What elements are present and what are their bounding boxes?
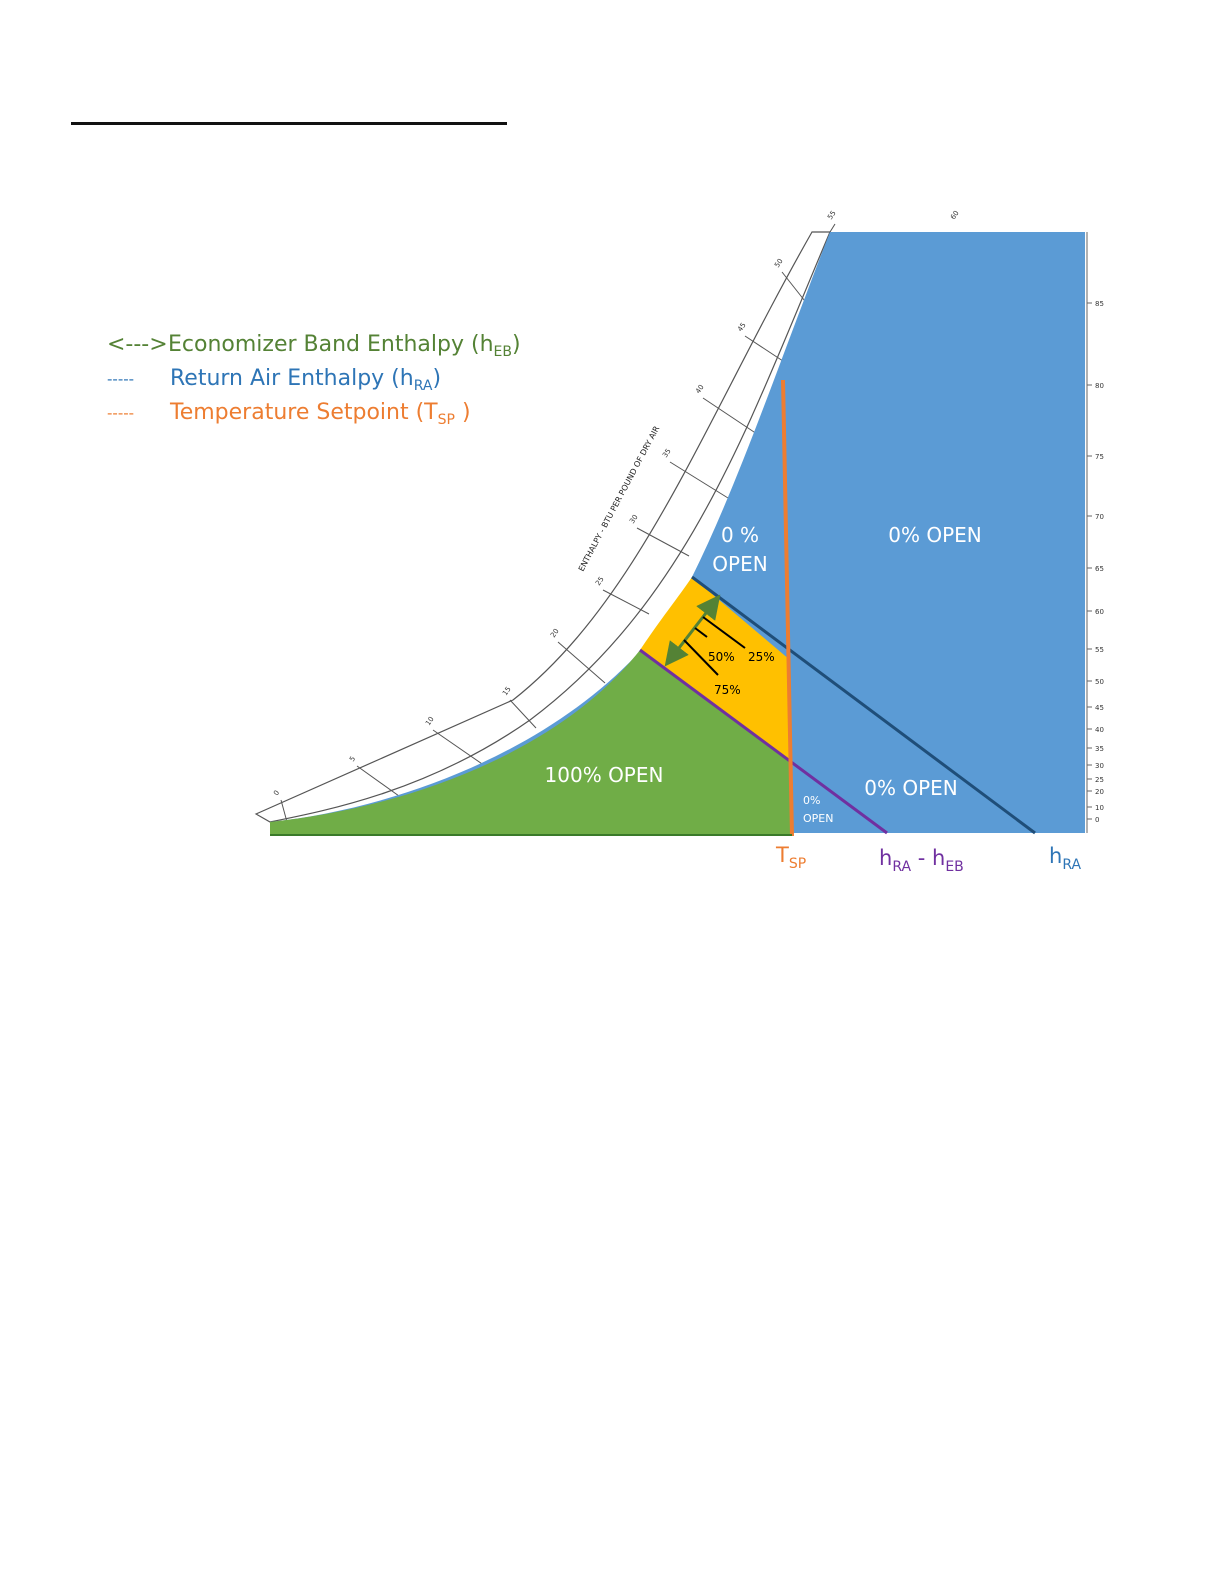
enthalpy-tick-label: 60 <box>949 209 961 221</box>
enthalpy-tick-label: 30 <box>628 513 640 525</box>
green-region-label: 100% OPEN <box>545 763 664 787</box>
right-axis-tick-label: 70 <box>1095 513 1104 521</box>
right-axis-tick-label: 65 <box>1095 565 1104 573</box>
enthalpy-grid-line <box>557 641 606 684</box>
enthalpy-grid-line <box>602 589 650 615</box>
enthalpy-grid-line <box>280 799 288 823</box>
legend-marker: <---> <box>107 332 168 357</box>
enthalpy-tick-label: 35 <box>661 447 673 459</box>
economizer-band-arrow <box>664 594 721 667</box>
right-axis-tick-label: 40 <box>1095 726 1104 734</box>
top-rule <box>71 122 507 125</box>
enthalpy-tick-label: 0 <box>272 789 281 797</box>
enthalpy-tick-label: 40 <box>694 383 706 395</box>
hra-minus-heb-label: hRA - hEB <box>879 846 964 875</box>
percent-line-25 <box>702 616 746 649</box>
right-axis-tick-label: 10 <box>1095 804 1104 812</box>
enthalpy-grid-line <box>509 699 537 729</box>
blue-region <box>270 232 1085 833</box>
enthalpy-grid-line <box>669 461 729 499</box>
band-label-25: 25% <box>748 650 775 664</box>
enthalpy-grid-line <box>702 397 761 437</box>
enthalpy-tick-label: 45 <box>736 321 748 333</box>
enthalpy-grid-line <box>636 527 690 557</box>
scale-band-outline <box>254 231 831 823</box>
right-axis-tick-label: 25 <box>1095 776 1104 784</box>
legend-marker: ----- <box>107 370 135 388</box>
right-axis-tick-label: 75 <box>1095 453 1104 461</box>
enthalpy-tick-label: 5 <box>348 755 357 763</box>
right-axis-tick-label: 45 <box>1095 704 1104 712</box>
enthalpy-tick-label: 20 <box>549 627 561 639</box>
hra-label: hRA <box>1049 844 1081 873</box>
blue-upper-left-label-line1: 0 % <box>721 523 759 547</box>
enthalpy-tick-label: 55 <box>826 209 838 221</box>
enthalpy-scale-band: 0 5 10 15 20 25 30 35 40 45 50 55 60 <box>254 209 961 823</box>
band-label-50: 50% <box>708 650 735 664</box>
right-axis-tick-label: 60 <box>1095 608 1104 616</box>
right-axis-tick-label: 35 <box>1095 745 1104 753</box>
blue-upper-left-label-line2: OPEN <box>712 552 767 576</box>
right-axis-tick-label: 0 <box>1095 816 1099 824</box>
right-axis-tick-label: 30 <box>1095 762 1104 770</box>
enthalpy-tick-label: 25 <box>594 575 606 587</box>
blue-small-label-line2: OPEN <box>803 812 833 825</box>
right-axis-tick-label: 85 <box>1095 300 1104 308</box>
legend-label: Temperature Setpoint (TSP ) <box>170 400 471 428</box>
hra-line <box>691 575 1036 835</box>
right-axis-tick-label: 20 <box>1095 788 1104 796</box>
legend-label: Return Air Enthalpy (hRA) <box>170 366 442 394</box>
legend-label: Economizer Band Enthalpy (hEB) <box>168 332 521 360</box>
percent-line-75 <box>683 639 719 676</box>
blue-small-label-line1: 0% <box>803 794 820 807</box>
percent-line-50 <box>694 627 708 638</box>
legend-marker: ----- <box>107 404 135 422</box>
scale-ticks: 0 5 10 15 20 25 30 35 40 45 50 55 60 <box>272 209 961 823</box>
tsp-label: TSP <box>775 843 806 872</box>
right-axis-tick-label: 55 <box>1095 646 1104 654</box>
enthalpy-grid-line <box>356 765 407 802</box>
enthalpy-tick-label: 10 <box>424 715 436 727</box>
temperature-setpoint-line <box>781 379 794 837</box>
blue-lower-right-label: 0% OPEN <box>864 776 958 800</box>
blue-upper-right-label: 0% OPEN <box>888 523 982 547</box>
right-axis-tick-label: 50 <box>1095 678 1104 686</box>
green-region <box>270 650 792 836</box>
enthalpy-grid-line <box>829 223 836 233</box>
right-axis: 85 80 75 70 65 60 55 50 45 40 35 30 25 20 10 0 <box>1086 232 1104 833</box>
right-axis-tick-label: 80 <box>1095 382 1104 390</box>
hra-minus-heb-line <box>639 648 888 835</box>
enthalpy-grid-line <box>432 729 489 769</box>
band-label-75: 75% <box>714 683 741 697</box>
enthalpy-tick-label: 50 <box>773 257 785 269</box>
enthalpy-tick-label: 15 <box>501 685 513 697</box>
